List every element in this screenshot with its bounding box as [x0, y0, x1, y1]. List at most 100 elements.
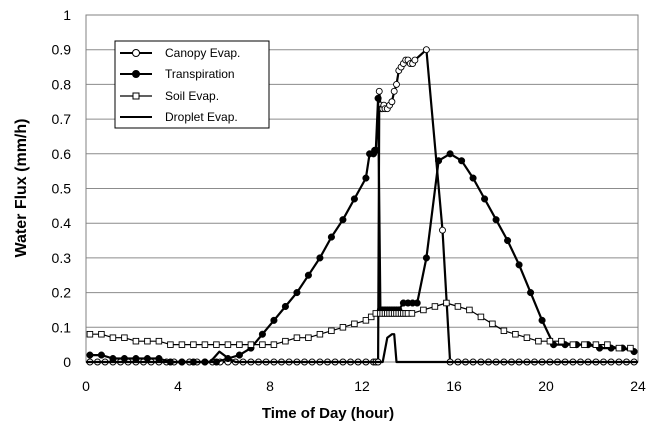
data-point	[362, 317, 370, 324]
data-point	[413, 299, 421, 307]
data-point	[213, 341, 220, 348]
data-point	[592, 341, 600, 348]
x-axis-tick-labels: 0 4 8 12 16 20 24	[82, 378, 646, 394]
y-tick-label: 1	[63, 7, 71, 23]
data-point	[439, 226, 446, 234]
data-point	[535, 337, 542, 345]
data-point	[546, 337, 554, 345]
series-soil-evap	[86, 299, 634, 352]
y-tick-label: 0.9	[52, 42, 72, 58]
data-point	[446, 150, 454, 158]
data-point	[98, 330, 105, 338]
y-tick-label: 0.6	[52, 146, 72, 162]
y-axis-tick-labels: 0 0.1 0.2 0.3 0.4 0.5 0.6 0.7 0.8 0.9 1	[52, 7, 72, 370]
legend-label-soil-evap: Soil Evap.	[165, 89, 219, 103]
data-point	[489, 320, 496, 328]
data-point	[293, 334, 301, 341]
data-point	[375, 87, 383, 95]
data-point	[212, 358, 220, 366]
data-point	[388, 98, 396, 106]
x-tick-label: 8	[266, 378, 274, 394]
data-point	[109, 354, 117, 363]
data-point	[282, 337, 289, 345]
data-point	[569, 341, 577, 348]
data-point	[190, 341, 197, 348]
data-point	[469, 174, 477, 182]
data-point	[627, 344, 634, 352]
data-point	[527, 289, 535, 297]
data-point	[201, 341, 209, 348]
data-point	[305, 334, 312, 341]
x-tick-label: 4	[174, 378, 182, 394]
data-point	[492, 216, 500, 224]
data-point	[504, 237, 512, 245]
data-point	[109, 334, 117, 341]
x-tick-label: 0	[82, 378, 90, 394]
data-point	[86, 351, 94, 359]
data-point	[374, 94, 382, 102]
legend-marker-soil-evap	[132, 92, 140, 100]
data-point	[351, 320, 358, 328]
data-point	[339, 324, 347, 331]
x-tick-label: 24	[630, 378, 646, 394]
data-point	[372, 146, 380, 154]
data-point	[167, 341, 174, 348]
data-point	[247, 341, 255, 348]
data-point	[143, 354, 151, 363]
x-axis-title: Time of Day (hour)	[262, 405, 394, 422]
data-point	[235, 351, 243, 359]
data-point	[367, 313, 375, 321]
data-point	[477, 313, 485, 321]
data-point	[86, 330, 94, 338]
data-point	[393, 80, 400, 88]
data-point	[454, 303, 462, 310]
data-point	[155, 337, 163, 345]
y-tick-label: 0.3	[52, 250, 72, 266]
data-point	[411, 56, 419, 64]
data-point	[155, 354, 163, 363]
x-tick-label: 16	[446, 378, 462, 394]
y-tick-label: 0.2	[52, 285, 72, 301]
data-point	[466, 306, 473, 314]
data-point	[458, 157, 466, 165]
legend-marker-canopy-evap	[132, 49, 140, 57]
data-point	[132, 354, 140, 363]
data-point	[120, 354, 128, 363]
y-tick-label: 0.5	[52, 181, 72, 197]
legend-item-droplet-evap: Droplet Evap.	[120, 110, 238, 124]
data-point	[304, 271, 312, 279]
data-point	[581, 341, 588, 348]
legend-label-transpiration: Transpiration	[165, 67, 235, 81]
data-point	[293, 289, 301, 297]
data-point	[316, 330, 324, 338]
x-tick-label: 12	[354, 378, 370, 394]
legend-item-canopy-evap: Canopy Evap.	[120, 46, 240, 60]
legend-label-droplet-evap: Droplet Evap.	[165, 110, 238, 124]
data-point	[362, 174, 370, 182]
legend-box	[114, 40, 270, 129]
data-point	[481, 195, 489, 203]
data-point	[132, 337, 140, 345]
data-point	[604, 341, 611, 348]
data-point	[538, 316, 546, 324]
data-point	[327, 233, 335, 241]
y-tick-label: 0.1	[52, 319, 72, 335]
data-point	[422, 46, 430, 54]
data-point	[422, 254, 430, 262]
data-point	[236, 341, 243, 348]
data-point	[121, 334, 128, 341]
series-layer	[86, 46, 638, 366]
data-point	[408, 310, 416, 317]
data-point	[523, 334, 531, 341]
data-point	[259, 341, 266, 348]
data-point	[178, 341, 186, 348]
legend-label-canopy-evap: Canopy Evap.	[165, 46, 240, 60]
data-point	[224, 341, 232, 348]
legend-item-transpiration: Transpiration	[120, 67, 235, 81]
data-point	[558, 337, 565, 345]
data-point	[435, 157, 443, 165]
y-tick-label: 0.8	[52, 76, 72, 92]
data-point	[500, 327, 508, 335]
